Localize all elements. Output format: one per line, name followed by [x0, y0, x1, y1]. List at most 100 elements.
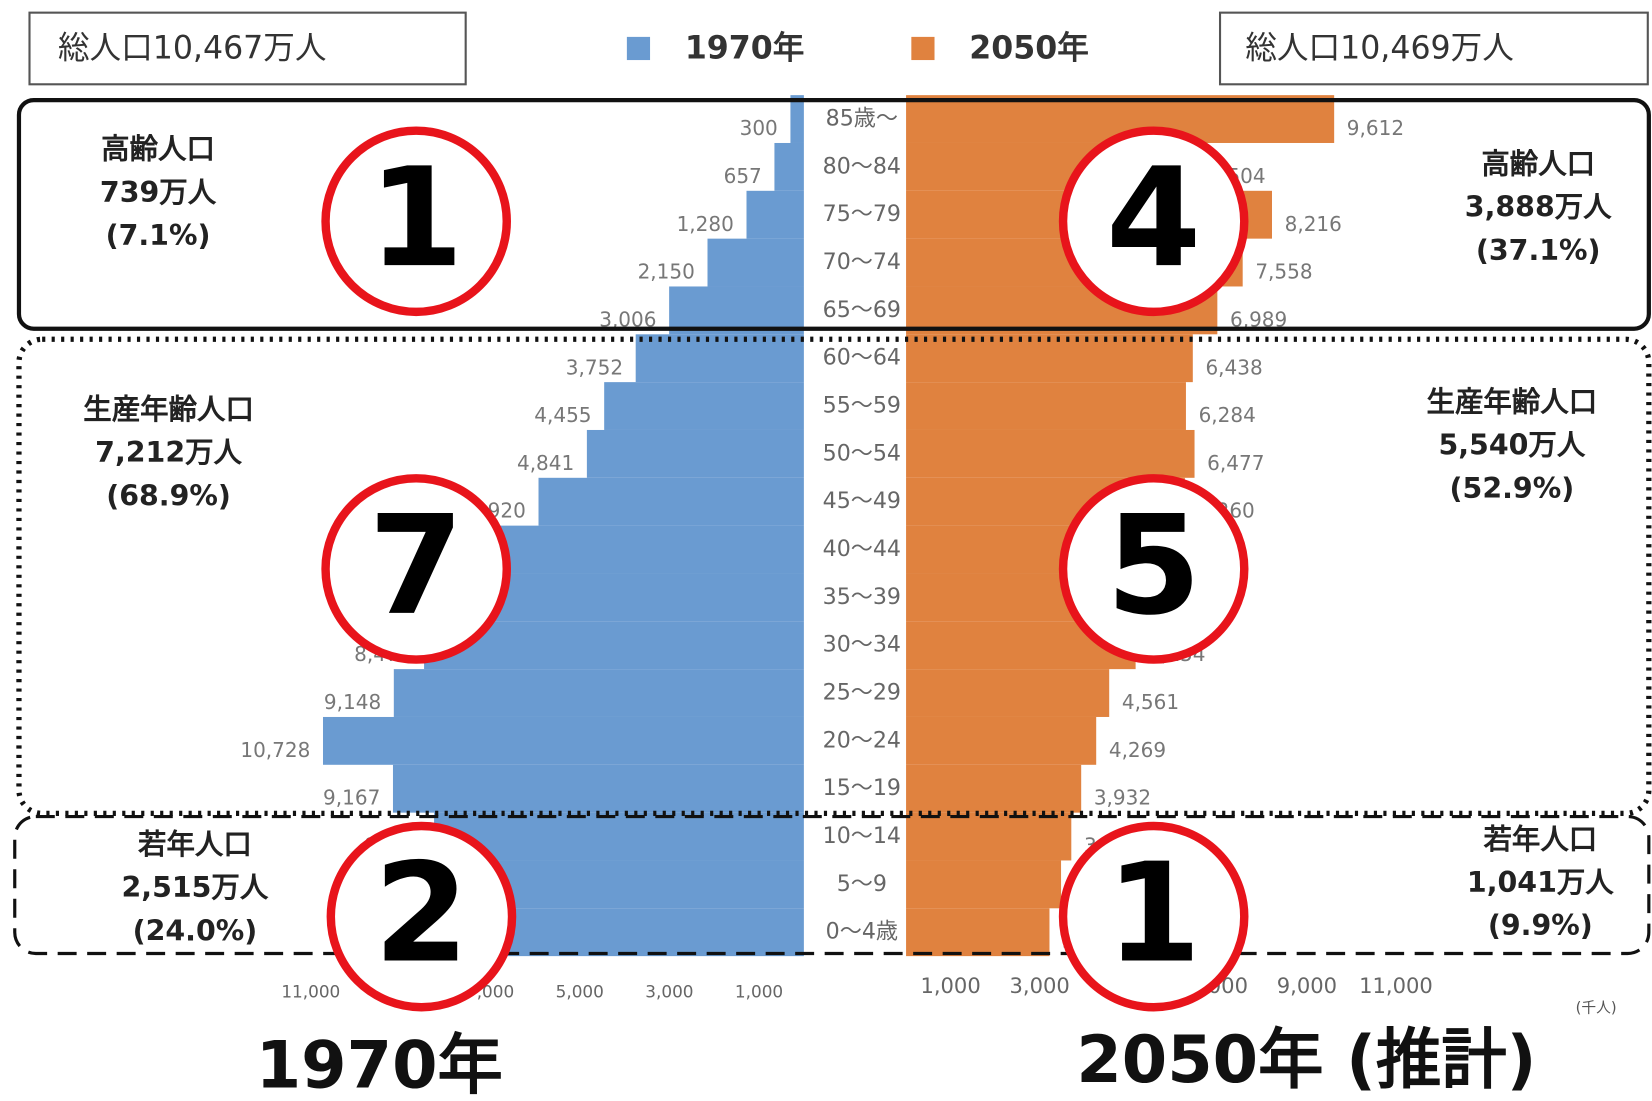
- age-label: 80〜84: [823, 153, 901, 179]
- legend-label: 2050年: [969, 31, 1089, 67]
- group-amount: 5,540万人: [1438, 429, 1585, 462]
- group-label: 高齢人口: [1481, 147, 1595, 180]
- group-label: 生産年齢人口: [1427, 386, 1598, 419]
- age-label: 55〜59: [823, 393, 901, 419]
- bar: [472, 525, 804, 574]
- group-share: (24.0%): [133, 914, 258, 947]
- elderly-box: [16, 97, 1651, 331]
- bar: [906, 908, 1050, 957]
- value-label: 657: [724, 164, 762, 188]
- bar: [774, 142, 804, 191]
- group-share: (37.1%): [1476, 234, 1601, 267]
- x-tick-label: 3,000: [1010, 973, 1070, 998]
- age-label: 15〜19: [823, 775, 901, 801]
- total-box: [28, 11, 467, 86]
- value-label: 9,167: [323, 786, 380, 810]
- age-label: 65〜69: [823, 297, 901, 323]
- age-label: 20〜24: [823, 727, 901, 753]
- annotation-number: 4: [1106, 139, 1201, 298]
- group-share: (9.9%): [1488, 909, 1593, 942]
- bar: [906, 382, 1186, 430]
- group-amount: 3,888万人: [1465, 191, 1612, 224]
- legend-swatch: [911, 36, 935, 61]
- value-label: 2,150: [638, 260, 695, 284]
- total-label: 総人口10,467万人: [58, 31, 327, 67]
- legend-label: 1970年: [685, 31, 805, 67]
- bar: [392, 764, 804, 813]
- annotation-circle: [326, 821, 517, 1012]
- bar: [906, 429, 1195, 478]
- legend-swatch: [626, 36, 651, 61]
- age-label: 25〜29: [823, 680, 901, 706]
- annotation-circle: [1058, 821, 1249, 1012]
- total-box: [1218, 11, 1649, 86]
- value-label: 4,455: [534, 403, 591, 427]
- age-label: 30〜34: [823, 632, 901, 658]
- value-label: 4,561: [1122, 690, 1179, 714]
- group-label: 生産年齢人口: [83, 393, 254, 426]
- age-label: 40〜44: [823, 536, 901, 562]
- group-amount: 1,041万人: [1467, 866, 1614, 899]
- annotation-circle: [321, 474, 511, 664]
- bar: [746, 190, 804, 239]
- value-label: 8,216: [1285, 212, 1342, 236]
- bar: [669, 286, 804, 335]
- bar: [790, 95, 804, 143]
- annotation-circle: [321, 126, 511, 317]
- age-label: 70〜74: [823, 249, 901, 275]
- group-share: (52.9%): [1450, 472, 1575, 505]
- total-label: 総人口10,469万人: [1245, 31, 1514, 67]
- bar: [906, 764, 1082, 813]
- x-tick-label: 1,000: [735, 981, 783, 1001]
- value-label: 9,148: [324, 690, 381, 714]
- value-label: 4,841: [517, 451, 574, 475]
- x-tick-label: 1,000: [920, 973, 980, 998]
- bar: [538, 477, 804, 526]
- x-tick-label: 11,000: [1359, 973, 1433, 998]
- bar: [322, 716, 804, 765]
- value-label: 3,932: [1094, 786, 1151, 810]
- value-label: 6,284: [1199, 403, 1256, 427]
- bar: [906, 812, 1072, 861]
- age-label: 75〜79: [823, 201, 901, 227]
- value-label: 6,438: [1205, 355, 1262, 379]
- bar: [604, 382, 804, 430]
- bar: [434, 812, 804, 861]
- bar: [586, 429, 804, 478]
- annotation-circle: [1058, 126, 1249, 317]
- overlay: 高齢人口 739万人 (7.1%) 生産年齢人口 7,212万人 (68.9%) 若年人口 2…: [83, 126, 1614, 1012]
- annotation-number: 5: [1106, 487, 1201, 646]
- bar: [906, 334, 1193, 383]
- age-label: 35〜39: [823, 584, 901, 610]
- bar: [707, 238, 804, 287]
- annotation-number: 1: [369, 139, 464, 298]
- value-label: 1,280: [677, 212, 734, 236]
- caption: 2050年 (推計): [1076, 1022, 1536, 1098]
- caption: 1970年: [256, 1027, 503, 1101]
- unit-label: (千人): [1576, 999, 1617, 1016]
- x-tick-label: 11,000: [281, 981, 340, 1001]
- age-label: 50〜54: [823, 440, 901, 466]
- age-label: 5〜9: [837, 871, 887, 897]
- value-label: 4,269: [1109, 738, 1166, 762]
- age-label: 45〜49: [823, 488, 901, 514]
- group-label: 若年人口: [1483, 823, 1597, 856]
- bar: [635, 334, 804, 383]
- x-tick-label: 9,000: [1277, 973, 1337, 998]
- group-share: (68.9%): [106, 479, 231, 512]
- annotation-number: 1: [1106, 835, 1201, 994]
- value-label: 7,558: [1255, 260, 1312, 284]
- value-label: 300: [740, 116, 778, 140]
- age-label: 60〜64: [823, 345, 901, 371]
- young-box: [13, 814, 1651, 956]
- group-amount: 2,515万人: [121, 871, 268, 904]
- group-label: 高齢人口: [101, 133, 215, 166]
- value-label: 6,477: [1207, 451, 1264, 475]
- annotation-number: 2: [374, 835, 469, 994]
- value-label: 9,612: [1347, 116, 1404, 140]
- bar: [906, 716, 1097, 765]
- annotation-number: 7: [369, 487, 464, 646]
